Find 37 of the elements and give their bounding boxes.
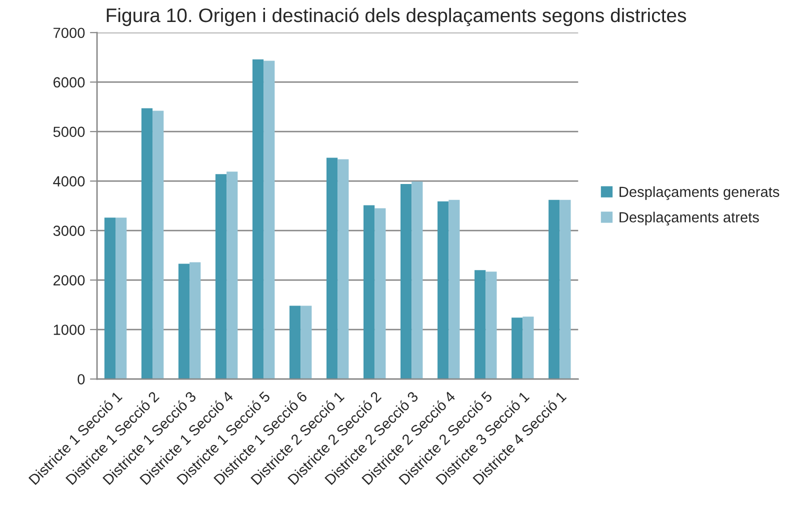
y-tick-label: 4000 — [53, 176, 85, 186]
bar — [226, 172, 238, 380]
bar — [448, 200, 460, 380]
bar — [190, 262, 201, 380]
bar — [400, 184, 412, 380]
bar — [560, 200, 571, 380]
bar — [104, 218, 116, 380]
legend-label: Desplaçaments atrets — [620, 212, 759, 226]
bar — [522, 316, 534, 380]
bar — [141, 108, 153, 380]
y-tick-label: 3000 — [53, 226, 85, 236]
bar — [364, 205, 375, 380]
chart-title: Figura 10. Origen i destinació dels desplaçaments segons districtes — [106, 8, 686, 26]
bar — [338, 159, 349, 380]
bar — [152, 110, 164, 380]
bar — [412, 182, 423, 380]
y-tick-label: 2000 — [54, 275, 85, 286]
bar — [474, 270, 486, 380]
bar — [215, 174, 227, 380]
y-tick-label: 5000 — [53, 126, 85, 137]
bar — [512, 318, 523, 380]
bar — [116, 218, 127, 380]
bar — [289, 306, 301, 380]
y-tick-label: 7000 — [54, 28, 85, 38]
bar — [374, 208, 386, 380]
bar — [178, 264, 190, 380]
bar — [438, 201, 449, 380]
bar — [486, 272, 497, 380]
bar — [252, 59, 264, 380]
bar — [300, 306, 312, 380]
y-tick-label: 0 — [78, 374, 85, 384]
y-tick-label: 1000 — [54, 324, 85, 335]
bar — [264, 60, 275, 380]
bar — [548, 200, 560, 380]
legend-label: Desplaçaments generats — [620, 186, 780, 200]
bar — [326, 158, 338, 380]
y-tick-label: 6000 — [54, 77, 85, 88]
